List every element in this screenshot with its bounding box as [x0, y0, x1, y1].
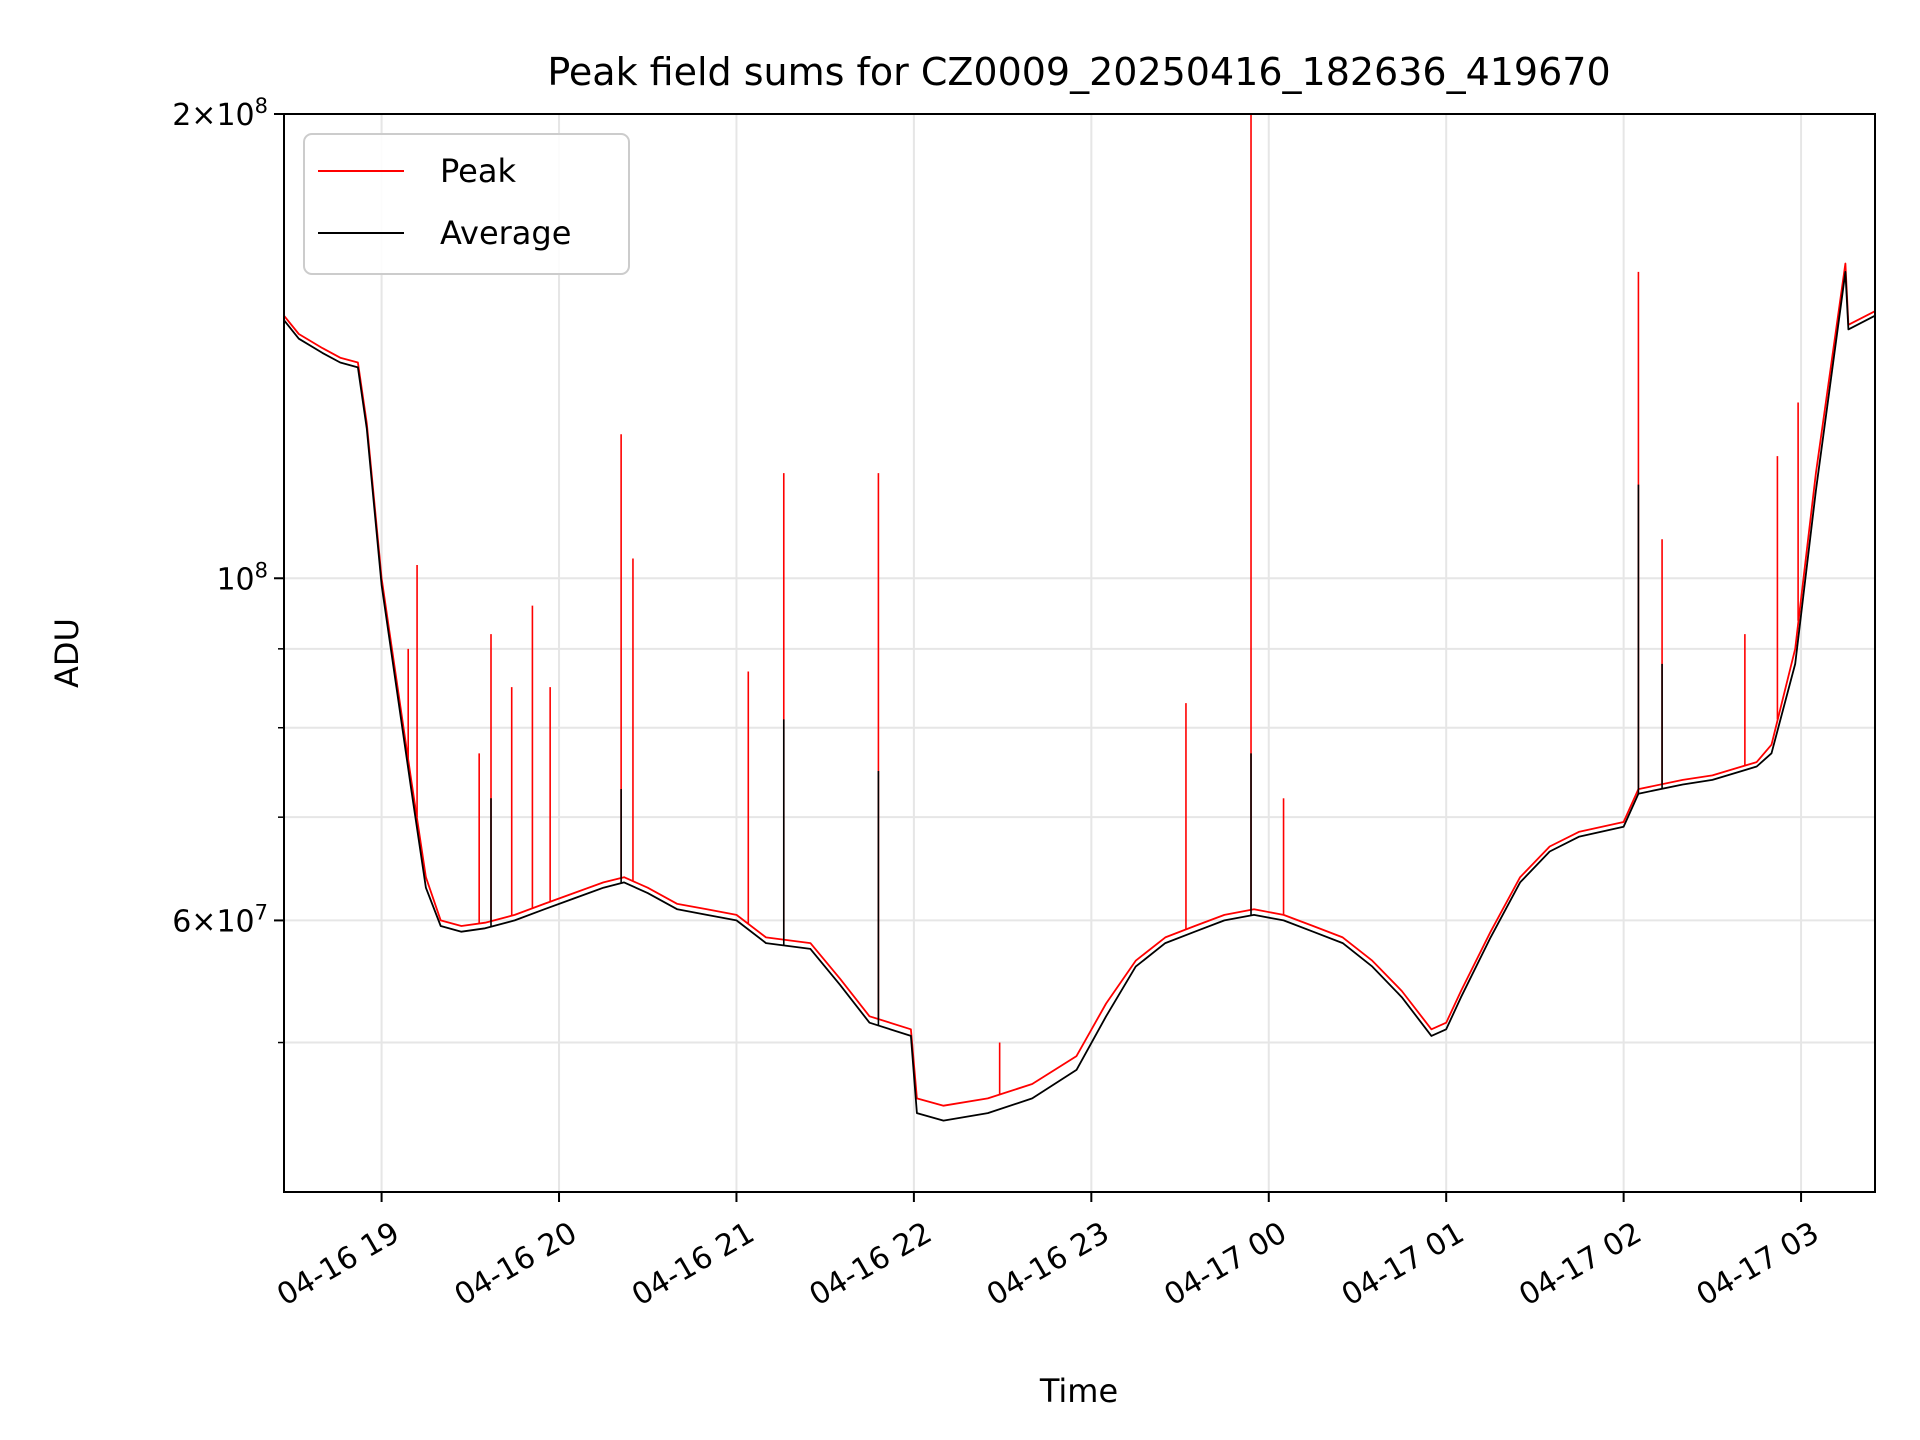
y-tick-label: 6×107: [172, 900, 268, 939]
y-axis: 6×107 108 2×108: [172, 94, 284, 1044]
y-axis-label: ADU: [48, 618, 86, 688]
x-axis-label: Time: [1039, 1372, 1118, 1410]
legend-label-average: Average: [440, 214, 571, 252]
series-line-average: [283, 270, 1876, 1122]
series-line-peak: [283, 262, 1876, 1107]
chart-title: Peak field sums for CZ0009_20250416_1826…: [547, 50, 1610, 94]
plot-frame: [283, 113, 1876, 1193]
plot-area: [283, 114, 1876, 1122]
legend: Peak Average: [303, 133, 630, 275]
y-tick-label: 108: [216, 558, 268, 597]
legend-box: [303, 133, 630, 275]
legend-label-peak: Peak: [440, 152, 516, 190]
grid-lines: [284, 113, 1875, 1192]
y-tick-label: 2×108: [172, 94, 268, 133]
